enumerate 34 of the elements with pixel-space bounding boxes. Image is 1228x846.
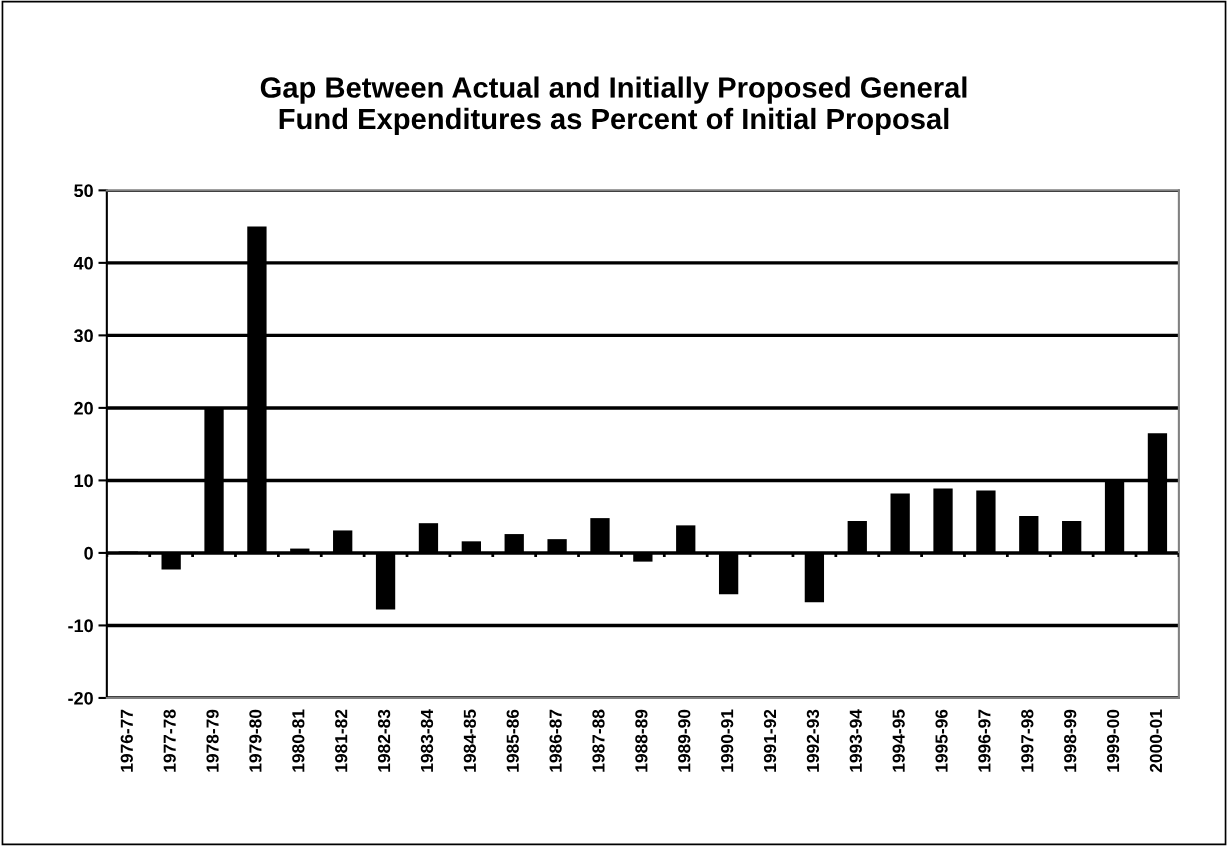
chart-title: Gap Between Actual and Initially Proposed General Fund Expenditures as Percent of Initial Proposal xyxy=(260,76,967,136)
x-tick-label: 1978-79 xyxy=(206,709,219,772)
x-tick-label: 1979-80 xyxy=(249,709,262,772)
x-tick-label: 1983-84 xyxy=(420,709,434,772)
y-tick-label: -20 xyxy=(68,691,93,705)
x-tick-label: 1987-88 xyxy=(592,709,605,772)
x-tick-label: 1977-78 xyxy=(163,709,176,772)
x-tick-label: 1999-00 xyxy=(1106,709,1120,772)
x-tick-label: 1976-77 xyxy=(120,709,133,772)
y-tick-label: 40 xyxy=(73,256,93,270)
x-tick-label: 1981-82 xyxy=(335,709,348,772)
x-tick-label: 1996-97 xyxy=(978,709,991,772)
x-tick-label: 1986-87 xyxy=(549,709,562,772)
y-tick-label: 30 xyxy=(73,329,93,343)
x-tick-label: 1991-92 xyxy=(763,709,777,772)
x-tick-label: 1985-86 xyxy=(506,709,519,772)
y-tick-label: 50 xyxy=(74,184,93,198)
y-tick-label: 10 xyxy=(74,474,93,488)
x-tick-label: 1990-91 xyxy=(720,709,734,772)
y-tick-label: -10 xyxy=(68,619,93,633)
x-tick-label: 1998-99 xyxy=(1064,709,1077,772)
x-tick-label: 1997-98 xyxy=(1021,709,1034,772)
x-tick-label: 2000-01 xyxy=(1149,709,1163,773)
y-tick-label: 0 xyxy=(84,546,93,560)
y-tick-label: 20 xyxy=(74,401,93,415)
x-tick-label: 1989-90 xyxy=(678,709,691,772)
x-tick-label: 1994-95 xyxy=(892,709,905,772)
x-tick-label: 1995-96 xyxy=(935,709,948,772)
x-tick-label: 1992-93 xyxy=(806,709,820,772)
x-tick-label: 1984-85 xyxy=(463,709,476,772)
x-tick-label: 1980-81 xyxy=(292,709,305,772)
x-tick-label: 1988-89 xyxy=(635,709,648,772)
x-tick-label: 1993-94 xyxy=(849,709,862,772)
x-tick-label: 1982-83 xyxy=(377,709,391,772)
